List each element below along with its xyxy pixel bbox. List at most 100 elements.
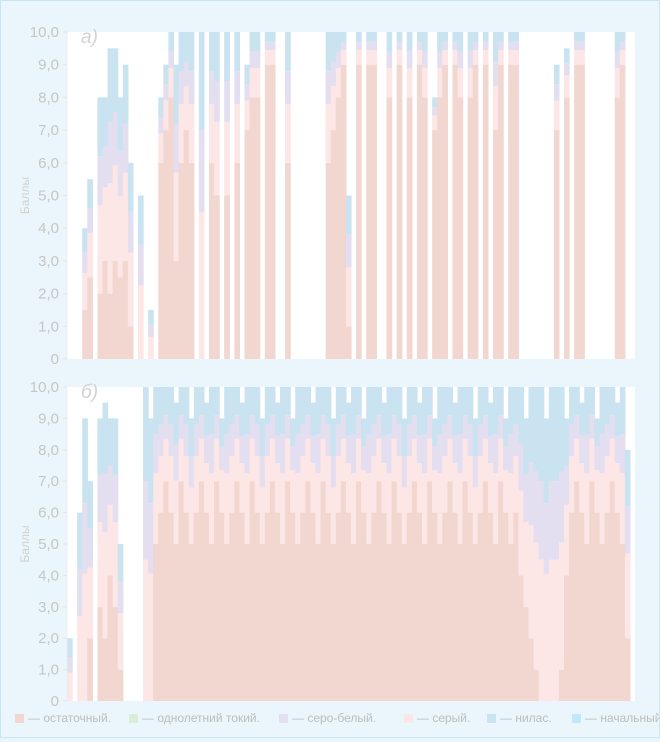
area-segment-nilas — [386, 387, 393, 435]
area-segment-nilas — [153, 387, 159, 435]
area-segment-sery — [518, 490, 525, 576]
area-segment-nilas — [432, 418, 438, 447]
area-segment-sero_bely — [340, 41, 347, 50]
area-segment-ostatochny — [477, 512, 484, 701]
area-segment-sero_bely — [452, 41, 459, 50]
area-segment-nilas — [320, 387, 327, 416]
area-segment-sero_bely — [422, 51, 428, 68]
area-segment-sero_bely — [391, 415, 398, 439]
area-segment-sery — [244, 473, 251, 544]
area-segment-sero_bely — [310, 435, 317, 464]
area-segment-ostatochny — [569, 512, 575, 701]
area-segment-nilas — [584, 387, 590, 435]
area-segment-ostatochny — [209, 162, 215, 359]
area-segment-ostatochny — [224, 544, 230, 701]
area-segment-sero_bely — [396, 424, 403, 457]
area-segment-sero_bely — [122, 123, 129, 173]
area-segment-ostatochny — [168, 97, 175, 360]
area-segment-sero_bely — [493, 434, 499, 474]
area-segment-ostatochny — [330, 130, 337, 359]
area-segment-sero_bely — [366, 434, 372, 474]
area-segment-ostatochny — [523, 606, 530, 701]
area-segment-sero_bely — [188, 71, 195, 104]
area-segment-sero_bely — [77, 569, 83, 617]
area-segment-sery — [112, 522, 119, 607]
area-segment-sero_bely — [97, 156, 104, 206]
area-segment-sero_bely — [442, 424, 448, 457]
area-segment-ostatochny — [127, 326, 134, 359]
area-segment-ostatochny — [178, 162, 185, 359]
area-segment-ostatochny — [102, 638, 109, 701]
area-segment-nilas — [376, 387, 383, 416]
area-segment-ostatochny — [345, 326, 352, 359]
area-segment-nilas — [310, 402, 317, 436]
area-segment-ostatochny — [498, 64, 504, 359]
area-segment-sero_bely — [224, 434, 230, 474]
area-segment-sery — [406, 67, 413, 98]
area-segment-sero_bely — [320, 415, 327, 439]
area-segment-ostatochny — [376, 481, 383, 701]
area-segment-sero_bely — [269, 415, 276, 439]
area-segment-sero_bely — [158, 117, 164, 134]
area-segment-ostatochny — [518, 575, 525, 701]
area-segment-nilas — [437, 32, 443, 52]
area-segment-sero_bely — [432, 446, 438, 471]
area-segment-sero_bely — [203, 435, 210, 464]
area-segment-nilas — [553, 64, 560, 85]
area-segment-sero_bely — [178, 71, 185, 104]
area-segment-sero_bely — [269, 41, 276, 50]
area-segment-sery — [67, 672, 73, 701]
area-segment-nilas — [335, 32, 342, 52]
area-segment-sery — [513, 49, 519, 65]
legend-swatch-nachalny — [572, 714, 581, 723]
area-segment-ostatochny — [168, 512, 175, 701]
area-segment-ostatochny — [493, 544, 499, 701]
area-segment-sero_bely — [198, 415, 205, 439]
area-segment-nilas — [158, 387, 164, 425]
area-segment-sery — [619, 473, 626, 544]
area-segment-nilas — [188, 418, 195, 457]
area-segment-sero_bely — [264, 41, 271, 50]
area-segment-ostatochny — [442, 64, 448, 359]
area-segment-ostatochny — [452, 512, 459, 701]
area-segment-sero_bely — [624, 506, 631, 554]
area-segment-sery — [619, 49, 626, 65]
area-segment-ostatochny — [214, 195, 220, 359]
area-segment-nilas — [67, 638, 73, 658]
area-segment-nilas — [264, 32, 271, 42]
y-tick-label: 0 — [51, 693, 59, 710]
area-segment-nilas — [401, 418, 408, 457]
area-segment-nilas — [102, 402, 109, 474]
y-tick-label: 6,0 — [38, 505, 59, 522]
area-segment-sery — [102, 532, 109, 639]
area-segment-sery — [386, 473, 393, 544]
area-segment-ostatochny — [482, 481, 489, 701]
area-segment-sero_bely — [305, 415, 312, 439]
area-segment-ostatochny — [406, 512, 413, 701]
area-segment-nilas — [609, 387, 616, 416]
area-segment-nilas — [427, 387, 433, 416]
area-segment-sery — [168, 456, 175, 513]
area-segment-nilas — [508, 32, 514, 42]
panel-a: 10,0 9,0 8,0 7,0 6,0 5,0 4,0 3,0 2,0 1,0 0 Баллы а) — [18, 24, 635, 368]
legend-label-ostatochny: — остаточный. — [28, 711, 111, 725]
area-segment-sery — [305, 438, 312, 482]
y-tick-label: 7,0 — [38, 122, 59, 139]
area-segment-sery — [249, 67, 256, 98]
area-segment-sery — [558, 542, 565, 670]
area-segment-nilas — [523, 418, 530, 475]
area-segment-sery — [330, 487, 337, 544]
area-segment-ostatochny — [351, 544, 357, 701]
area-segment-ostatochny — [264, 512, 271, 701]
area-segment-nilas — [356, 387, 362, 416]
area-segment-sero_bely — [112, 112, 119, 166]
area-segment-ostatochny — [239, 512, 246, 701]
area-segment-nilas — [269, 32, 276, 42]
area-segment-ostatochny — [264, 64, 271, 359]
area-segment-nilas — [356, 32, 362, 42]
area-segment-sery — [209, 473, 215, 544]
area-segment-sery — [345, 267, 352, 327]
area-segment-sery — [427, 438, 433, 482]
area-segment-sery — [280, 473, 286, 544]
area-segment-nilas — [482, 32, 489, 42]
